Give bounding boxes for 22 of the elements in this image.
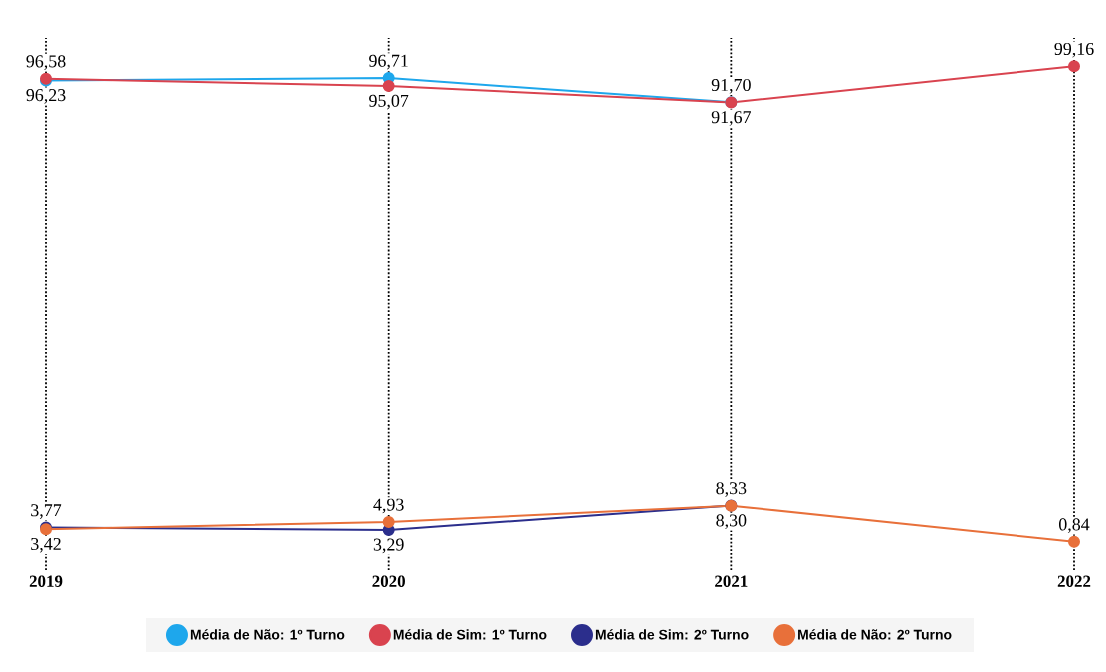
legend-label: Média de Não: 1º Turno [190, 629, 345, 640]
data-label: 4,93 [373, 498, 404, 514]
x-tick-label: 2021 [715, 575, 748, 587]
data-label: 3,29 [373, 538, 404, 554]
data-label: 3,42 [31, 537, 61, 553]
data-label: 96,23 [26, 89, 66, 104]
data-label: 8,33 [716, 482, 747, 497]
data-label: 96,71 [369, 54, 408, 70]
x-tick-label: 2020 [372, 575, 405, 587]
data-label: 0,84 [1059, 518, 1090, 534]
data-label: 91,67 [711, 111, 751, 126]
legend-label: Média de Não: 2º Turno [798, 629, 952, 640]
data-label: 99,16 [1054, 42, 1094, 58]
data-label: 91,70 [711, 78, 751, 94]
data-label: 8,30 [716, 514, 747, 530]
data-label: 3,77 [31, 504, 62, 519]
x-tick-label: 2019 [29, 575, 63, 587]
legend-label: Média de Sim: 1º Turno [393, 629, 547, 640]
legend-label: Média de Sim: 2º Turno [595, 629, 749, 640]
x-tick-label: 2022 [1057, 575, 1091, 587]
data-label: 96,58 [26, 55, 66, 71]
data-label: 95,07 [369, 94, 409, 110]
